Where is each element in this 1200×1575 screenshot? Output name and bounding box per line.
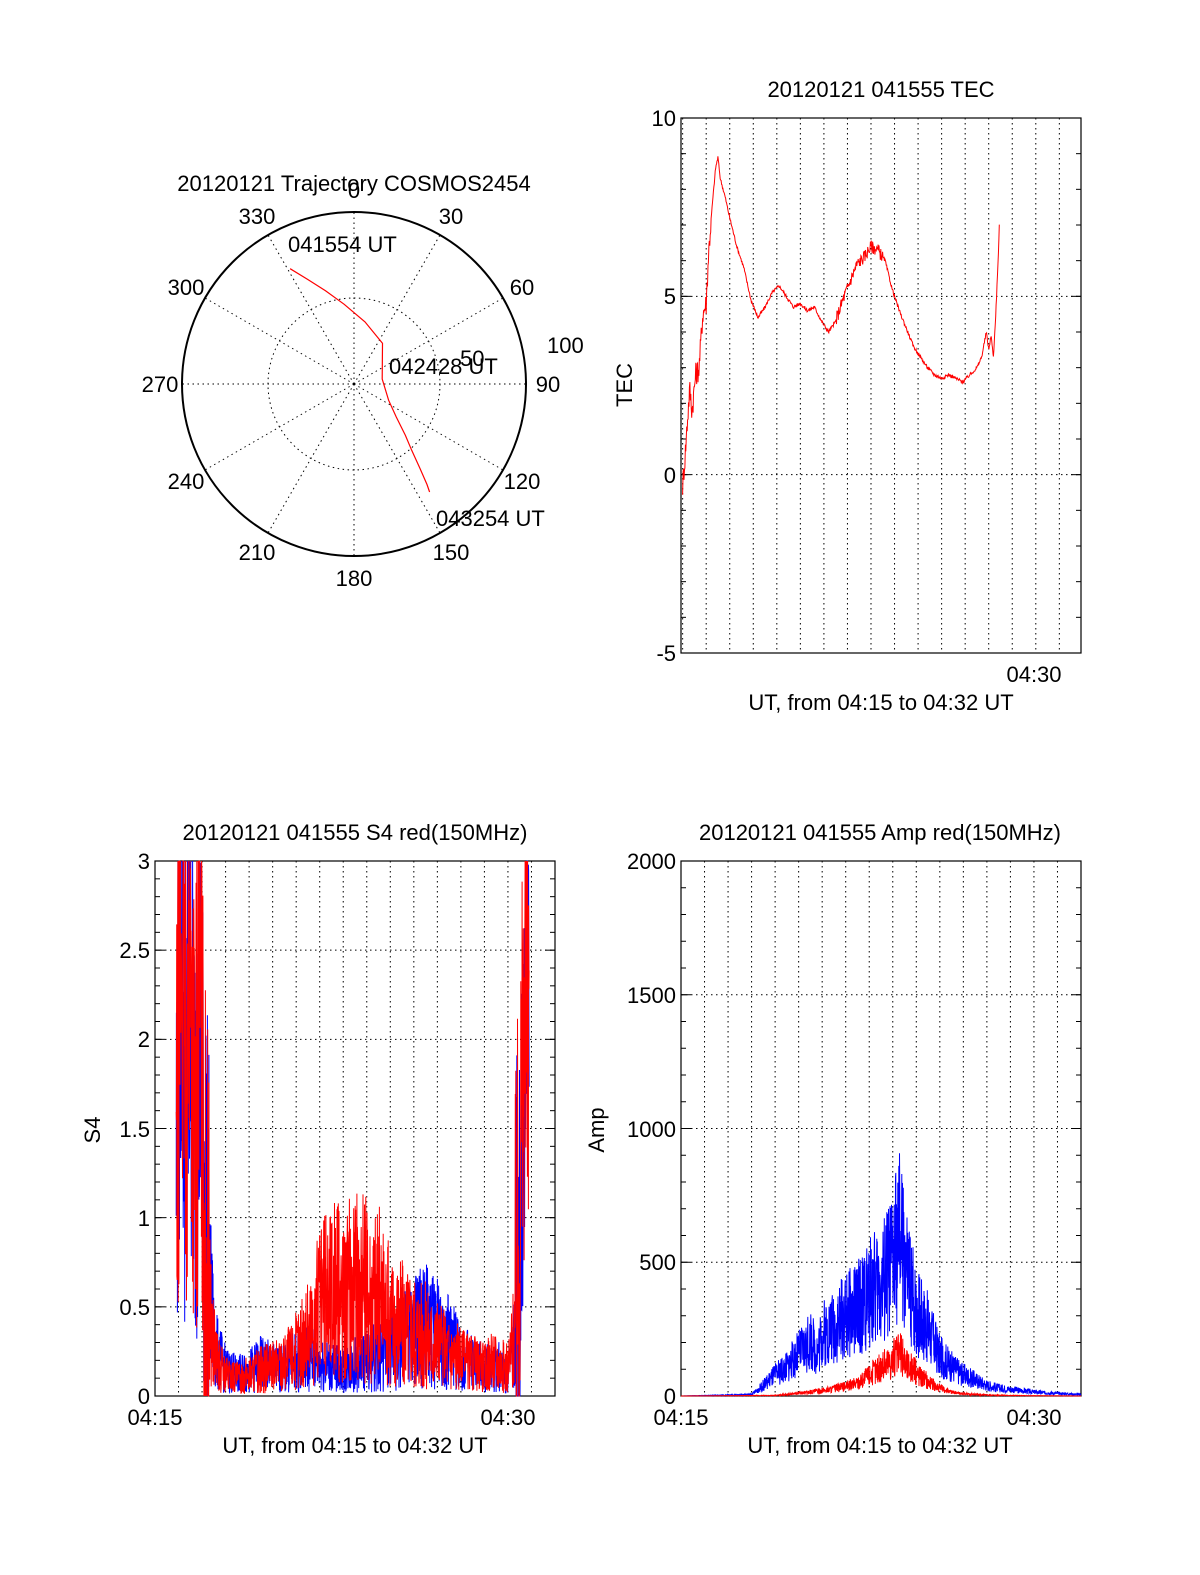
polar-angle-label-90: 90 [536, 372, 560, 397]
tec-ylabel: TEC [612, 363, 637, 407]
tec-series-group [682, 156, 1000, 495]
polar-radial-label-50: 50 [460, 346, 484, 371]
polar-spoke-60 [353, 297, 504, 385]
tec-title: 20120121 041555 TEC [767, 77, 994, 102]
s4-ytick-1-5: 1.5 [119, 1117, 150, 1142]
s4-ytick-3: 3 [138, 849, 150, 874]
amp-ylabel: Amp [584, 1107, 609, 1152]
s4-ytick-0: 0 [138, 1384, 150, 1409]
polar-angle-label-0: 0 [348, 178, 360, 203]
tec-xtick-0430: 04:30 [1006, 662, 1061, 687]
polar-spoke-30 [353, 234, 441, 385]
tec-ytick-5: 5 [664, 284, 676, 309]
s4-xtick-0430: 04:30 [480, 1405, 535, 1430]
tec-xlabel: UT, from 04:15 to 04:32 UT [748, 690, 1013, 715]
polar-annotation-end: 043254 UT [436, 506, 545, 531]
s4-xtick-0415: 04:15 [127, 1405, 182, 1430]
polar-angle-label-330: 330 [239, 204, 276, 229]
polar-spoke-120 [353, 383, 504, 471]
polar-spoke-210 [267, 383, 355, 534]
s4-xlabel: UT, from 04:15 to 04:32 UT [222, 1433, 487, 1458]
polar-angle-label-30: 30 [439, 204, 463, 229]
amp-chart: 20120121 041555 Amp red(150MHz) 2000 150… [584, 820, 1082, 1458]
amp-xlabel: UT, from 04:15 to 04:32 UT [747, 1433, 1012, 1458]
tec-chart: 20120121 041555 TEC 10 5 0 -5 04:30 UT, … [612, 77, 1082, 715]
polar-angle-label-150: 150 [433, 540, 470, 565]
polar-outer-circle [181, 211, 527, 557]
tec-frame [680, 117, 1082, 654]
amp-series-blue [681, 1153, 1082, 1398]
trajectory-polar-chart: 20120121 Trajectory COSMOS2454 0 30 60 90 12… [142, 171, 584, 591]
tec-series-red [682, 156, 1000, 495]
amp-title: 20120121 041555 Amp red(150MHz) [699, 820, 1061, 845]
polar-spokes [182, 212, 526, 556]
s4-ytick-0-5: 0.5 [119, 1295, 150, 1320]
polar-angle-label-210: 210 [239, 540, 276, 565]
polar-annotation-mid: 042428 UT [389, 354, 498, 379]
s4-ytick-2-5: 2.5 [119, 938, 150, 963]
s4-chart: 20120121 041555 S4 red(150MHz) 3 2.5 2 1… [80, 820, 556, 1458]
polar-series-trajectory [289, 268, 431, 493]
s4-ylabel: S4 [80, 1117, 105, 1144]
amp-series-red [681, 1333, 1081, 1398]
polar-angle-labels: 0 30 60 90 120 150 180 210 240 270 300 330 [142, 178, 561, 591]
polar-angle-label-120: 120 [504, 469, 541, 494]
polar-angle-label-300: 300 [168, 275, 205, 300]
tec-ytick-neg5: -5 [656, 641, 676, 666]
polar-angle-label-270: 270 [142, 372, 179, 397]
amp-xtick-0430: 04:30 [1006, 1405, 1061, 1430]
polar-angle-label-180: 180 [336, 566, 373, 591]
polar-spoke-300 [204, 297, 355, 385]
s4-series-group [175, 860, 530, 1397]
s4-ytick-2: 2 [138, 1027, 150, 1052]
tec-minor-ticks [681, 117, 1081, 654]
tec-grid [681, 118, 1081, 653]
polar-title: 20120121 Trajectory COSMOS2454 [177, 171, 530, 196]
tec-ytick-10: 10 [652, 106, 676, 131]
amp-xtick-0415: 04:15 [653, 1405, 708, 1430]
amp-ytick-2000: 2000 [627, 849, 676, 874]
polar-spoke-330 [267, 234, 355, 385]
polar-angle-label-240: 240 [168, 469, 205, 494]
amp-ytick-1000: 1000 [627, 1117, 676, 1142]
amp-series-group [681, 1153, 1082, 1398]
polar-angle-label-60: 60 [510, 275, 534, 300]
s4-minor-ticks [155, 860, 555, 1397]
polar-annotation-start: 041554 UT [288, 232, 397, 257]
tec-ytick-0: 0 [664, 463, 676, 488]
polar-spoke-240 [204, 383, 355, 471]
amp-ytick-1500: 1500 [627, 983, 676, 1008]
s4-ytick-1: 1 [138, 1206, 150, 1231]
amp-ytick-500: 500 [639, 1250, 676, 1275]
polar-spoke-150 [353, 383, 441, 534]
amp-ytick-0: 0 [664, 1384, 676, 1409]
s4-title: 20120121 041555 S4 red(150MHz) [183, 820, 528, 845]
s4-series-red [175, 860, 530, 1397]
polar-radial-label-100: 100 [547, 333, 584, 358]
